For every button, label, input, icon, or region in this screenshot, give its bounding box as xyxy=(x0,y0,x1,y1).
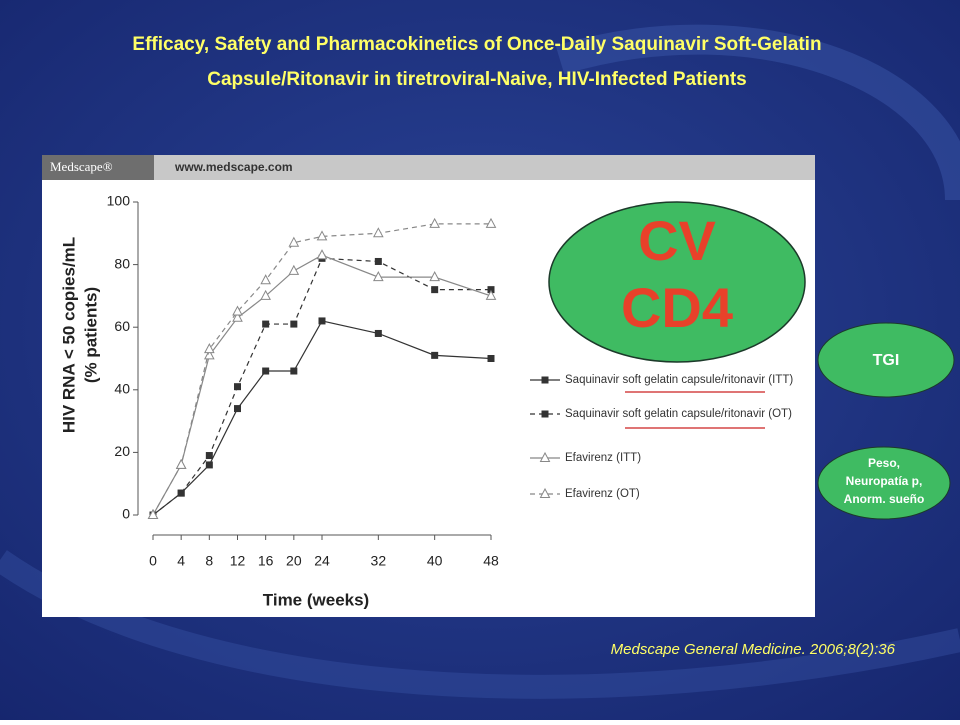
point xyxy=(260,274,271,285)
point xyxy=(260,289,271,300)
point xyxy=(262,367,270,375)
point xyxy=(290,320,298,328)
legend-marker xyxy=(539,487,551,498)
point xyxy=(487,355,495,362)
point xyxy=(316,249,328,260)
bubble-text: Anorm. sueño xyxy=(844,492,925,506)
point xyxy=(288,236,300,247)
point xyxy=(232,305,243,316)
x-tick-label: 8 xyxy=(205,553,213,569)
series-line xyxy=(152,320,492,516)
bubble-text: Peso, xyxy=(868,456,900,470)
point xyxy=(234,405,241,413)
legend-label: Efavirenz (ITT) xyxy=(565,452,641,464)
y-axis-label: HIV RNA < 50 copies/mL xyxy=(59,237,78,433)
y-tick-label: 80 xyxy=(114,255,130,271)
point xyxy=(147,508,159,519)
legend-label: Saquinavir soft gelatin capsule/ritonavi… xyxy=(565,408,792,420)
tgi-bubble xyxy=(817,322,955,398)
point xyxy=(205,461,213,469)
point xyxy=(487,286,495,294)
x-tick-label: 48 xyxy=(483,553,499,569)
point xyxy=(431,286,439,294)
x-tick-label: 0 xyxy=(149,553,157,569)
point xyxy=(429,217,440,228)
point xyxy=(234,383,241,391)
point xyxy=(175,458,187,469)
point xyxy=(429,271,440,282)
url: www.medscape.com xyxy=(174,160,293,174)
point xyxy=(204,343,215,354)
brand: Medscape® xyxy=(50,159,113,174)
main-bubble xyxy=(548,201,806,363)
series-line xyxy=(152,223,491,516)
point xyxy=(290,367,298,375)
point xyxy=(374,329,382,337)
header-bar xyxy=(42,155,815,180)
legend-marker xyxy=(539,451,551,462)
legend-marker xyxy=(541,376,549,384)
legend-marker xyxy=(541,410,549,418)
x-tick-label: 4 xyxy=(177,553,185,569)
y-tick-label: 100 xyxy=(107,193,131,209)
point xyxy=(204,349,215,360)
x-tick-label: 40 xyxy=(427,553,443,569)
point xyxy=(373,227,384,238)
x-tick-label: 20 xyxy=(286,553,302,569)
side-bubble xyxy=(817,446,951,520)
x-tick-label: 12 xyxy=(230,553,246,569)
point xyxy=(262,320,270,328)
point xyxy=(374,257,382,265)
title: Capsule/Ritonavir in tiretroviral-Naive,… xyxy=(207,69,747,90)
citation: Medscape General Medicine. 2006;8(2):36 xyxy=(611,641,896,658)
point xyxy=(316,230,328,241)
point xyxy=(485,217,497,228)
title: Efficacy, Safety and Pharmacokinetics of… xyxy=(132,34,821,55)
point xyxy=(485,289,497,300)
x-axis-label: Time (weeks) xyxy=(263,590,369,609)
point xyxy=(177,489,185,497)
legend-label: Saquinavir soft gelatin capsule/ritonavi… xyxy=(565,374,793,386)
bubble-text: CV xyxy=(638,209,716,272)
y-tick-label: 60 xyxy=(114,318,130,334)
bubble-text: Neuropatía p, xyxy=(846,474,923,488)
y-tick-label: 20 xyxy=(114,443,130,459)
brand-box xyxy=(42,155,154,180)
point xyxy=(288,264,300,275)
x-tick-label: 24 xyxy=(314,553,330,569)
y-tick-label: 40 xyxy=(114,381,130,397)
y-axis-label: (% patients) xyxy=(81,287,100,383)
point xyxy=(373,271,384,282)
series-line xyxy=(152,254,492,516)
swirl xyxy=(555,24,960,201)
x-tick-label: 16 xyxy=(258,553,274,569)
bubble-text: CD4 xyxy=(621,276,733,339)
point xyxy=(232,311,243,322)
x-tick-label: 32 xyxy=(371,553,387,569)
y-tick-label: 0 xyxy=(122,506,130,522)
bubble-text: TGI xyxy=(873,352,900,369)
point xyxy=(431,351,439,359)
point xyxy=(205,452,213,460)
legend-label: Efavirenz (OT) xyxy=(565,488,640,500)
point xyxy=(318,317,326,325)
